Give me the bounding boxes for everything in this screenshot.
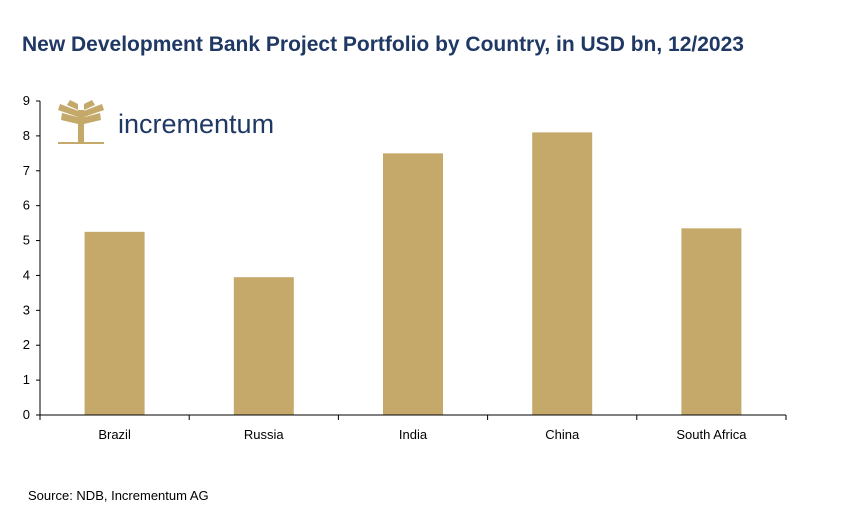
y-tick-label: 4 (23, 267, 30, 282)
y-tick-label: 0 (23, 407, 30, 422)
x-tick-label: Brazil (98, 427, 131, 442)
source-note: Source: NDB, Incrementum AG (28, 488, 209, 503)
y-tick-label: 8 (23, 128, 30, 143)
y-tick-label: 7 (23, 163, 30, 178)
incrementum-logo: incrementum (58, 100, 274, 144)
bar-south-africa (681, 228, 742, 415)
bar-brazil (84, 231, 145, 415)
bar-china (532, 132, 593, 415)
bar-india (383, 153, 443, 416)
bar-russia (233, 277, 294, 415)
logo-text: incrementum (118, 109, 274, 139)
y-tick-label: 3 (23, 302, 30, 317)
x-tick-label: Russia (244, 427, 285, 442)
chart-title: New Development Bank Project Portfolio b… (22, 33, 744, 56)
y-tick-label: 9 (23, 93, 30, 108)
x-tick-label: China (545, 427, 580, 442)
x-tick-label: India (399, 427, 428, 442)
y-tick-label: 1 (23, 372, 30, 387)
y-tick-label: 2 (23, 337, 30, 352)
y-tick-label: 6 (23, 198, 30, 213)
tree-icon (58, 100, 104, 144)
x-tick-label: South Africa (676, 427, 747, 442)
y-tick-label: 5 (23, 233, 30, 248)
